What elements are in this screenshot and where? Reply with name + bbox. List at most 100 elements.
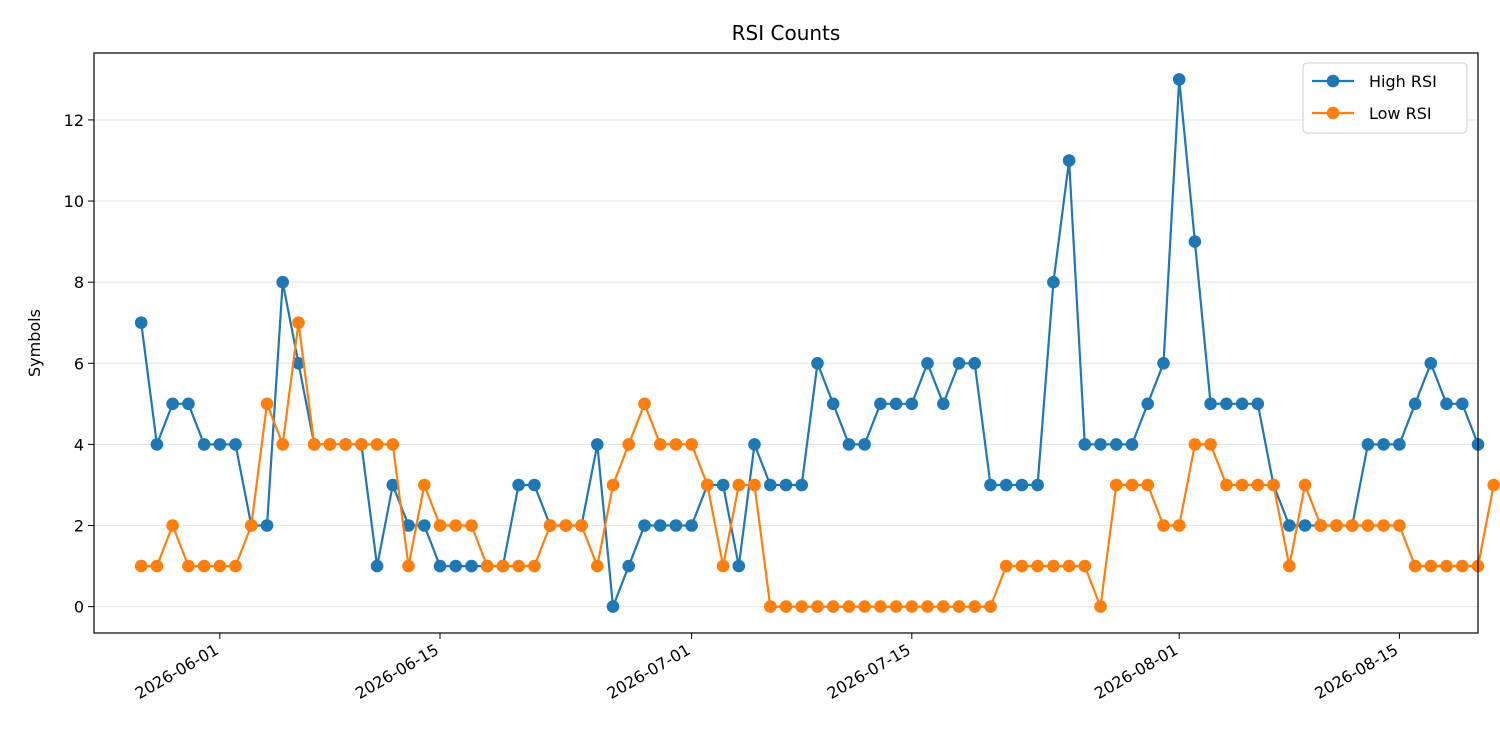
data-point — [1031, 559, 1044, 573]
data-point — [952, 600, 966, 613]
data-point — [889, 397, 903, 411]
data-point — [1047, 559, 1060, 573]
data-point — [465, 519, 478, 532]
series-layer — [134, 73, 1500, 613]
data-point — [197, 438, 211, 451]
data-point — [1267, 478, 1280, 492]
data-point — [653, 438, 667, 451]
data-point — [1141, 478, 1154, 492]
data-point — [1078, 438, 1092, 451]
data-point — [1283, 519, 1296, 532]
data-point — [245, 519, 258, 532]
data-point — [418, 478, 431, 492]
data-point — [606, 600, 620, 613]
data-point — [1456, 397, 1469, 411]
data-point — [1094, 600, 1107, 613]
data-point — [701, 478, 714, 492]
data-point — [1298, 478, 1312, 492]
data-point — [559, 519, 573, 532]
data-point — [842, 600, 856, 613]
data-point — [166, 397, 179, 411]
data-point — [166, 519, 179, 532]
legend-label: High RSI — [1369, 72, 1437, 91]
data-point — [370, 438, 384, 451]
data-point — [905, 397, 919, 411]
data-point — [496, 559, 510, 573]
data-point — [276, 438, 290, 451]
data-point — [905, 600, 919, 613]
data-point — [1220, 478, 1233, 492]
data-point — [276, 275, 290, 289]
data-point — [716, 559, 730, 573]
y-tick-label: 6 — [74, 354, 84, 373]
legend-marker — [1326, 74, 1340, 88]
data-point — [1141, 397, 1154, 411]
data-point — [1062, 154, 1076, 167]
data-point — [1424, 357, 1438, 370]
data-point — [984, 600, 997, 613]
data-point — [449, 519, 463, 532]
data-point — [134, 316, 148, 330]
data-point — [402, 559, 415, 573]
data-point — [968, 600, 981, 613]
data-point — [1393, 438, 1406, 451]
data-point — [764, 600, 777, 613]
data-point — [622, 438, 635, 451]
data-point — [370, 559, 384, 573]
data-point — [1172, 73, 1186, 86]
data-point — [1157, 357, 1170, 370]
data-point — [591, 559, 604, 573]
data-point — [197, 559, 211, 573]
data-point — [260, 519, 274, 532]
y-tick-label: 10 — [64, 192, 84, 211]
data-point — [449, 559, 463, 573]
data-point — [685, 438, 698, 451]
data-point — [1283, 559, 1296, 573]
data-point — [748, 478, 761, 492]
data-point — [921, 600, 934, 613]
legend-entry: High RSI — [1312, 72, 1437, 91]
data-point — [134, 559, 148, 573]
data-point — [1487, 478, 1500, 492]
data-point — [795, 478, 808, 492]
data-point — [1078, 559, 1092, 573]
data-point — [1456, 559, 1469, 573]
data-point — [1408, 559, 1422, 573]
data-point — [1204, 397, 1217, 411]
data-point — [1345, 519, 1359, 532]
legend: High RSI Low RSI — [1302, 62, 1468, 134]
data-point — [1361, 438, 1375, 451]
data-point — [732, 559, 746, 573]
data-point — [1172, 519, 1186, 532]
data-point — [528, 478, 541, 492]
data-point — [732, 478, 746, 492]
data-point — [889, 600, 903, 613]
data-point — [779, 478, 793, 492]
data-point — [1110, 438, 1123, 451]
data-point — [999, 478, 1013, 492]
data-point — [1377, 438, 1390, 451]
data-point — [182, 397, 195, 411]
data-point — [858, 438, 871, 451]
data-point — [1125, 438, 1139, 451]
data-point — [1377, 519, 1390, 532]
data-point — [685, 519, 698, 532]
data-point — [229, 438, 242, 451]
data-point — [764, 478, 777, 492]
series-2 — [134, 316, 1500, 613]
data-point — [937, 600, 950, 613]
data-point — [638, 519, 651, 532]
data-point — [591, 438, 604, 451]
data-point — [433, 519, 447, 532]
data-point — [999, 559, 1013, 573]
y-tick-label: 12 — [64, 111, 84, 130]
data-point — [386, 438, 400, 451]
data-point — [638, 397, 651, 411]
y-tick-label: 8 — [74, 273, 84, 292]
data-point — [968, 357, 981, 370]
data-point — [292, 357, 305, 370]
data-point — [984, 478, 997, 492]
data-point — [1408, 397, 1422, 411]
data-point — [1188, 235, 1202, 248]
data-point — [1393, 519, 1406, 532]
